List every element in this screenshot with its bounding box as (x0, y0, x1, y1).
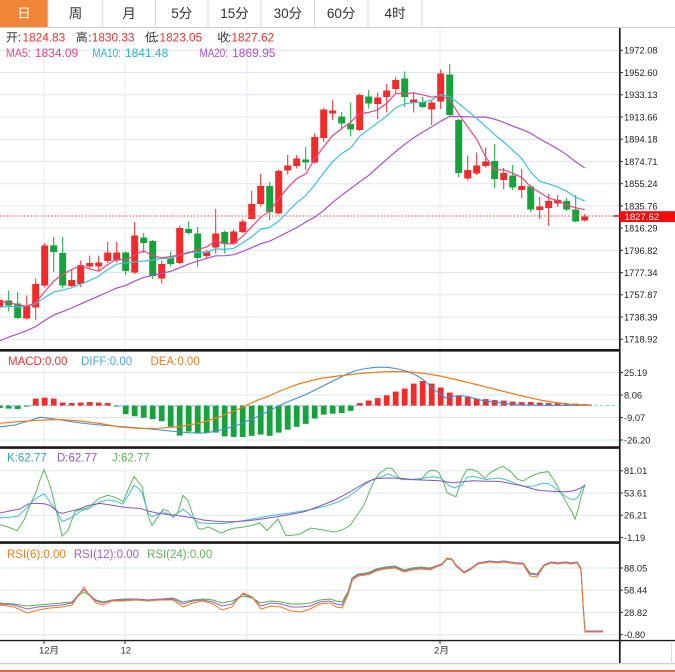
svg-text:28.82: 28.82 (624, 608, 647, 618)
svg-text:1816.29: 1816.29 (624, 224, 658, 234)
svg-text:15: 15 (220, 6, 235, 21)
svg-text:12: 12 (121, 646, 132, 657)
svg-text:1835.76: 1835.76 (624, 201, 658, 211)
svg-text:1874.71: 1874.71 (624, 157, 658, 167)
svg-text:26.21: 26.21 (624, 511, 647, 521)
svg-text:-26.20: -26.20 (624, 435, 650, 445)
svg-text::1824.83:1830.33:1823.05:1827.: :1824.83:1830.33:1823.05:1827.62 (18, 31, 275, 45)
svg-text:-0.80: -0.80 (624, 630, 645, 640)
svg-text:30: 30 (274, 6, 289, 21)
svg-text:-1.19: -1.19 (624, 533, 645, 543)
svg-text:8.06: 8.06 (624, 390, 642, 400)
svg-text:4: 4 (385, 6, 393, 21)
svg-text:1718.92: 1718.92 (624, 335, 658, 345)
svg-text:1952.60: 1952.60 (624, 68, 658, 78)
svg-text:2: 2 (434, 646, 439, 657)
svg-text:1913.66: 1913.66 (624, 112, 658, 122)
svg-text:1738.39: 1738.39 (624, 313, 658, 323)
svg-text:53.61: 53.61 (624, 488, 647, 498)
svg-text:1855.24: 1855.24 (624, 179, 658, 189)
svg-text:1933.13: 1933.13 (624, 90, 658, 100)
svg-text:60: 60 (327, 6, 342, 21)
svg-text:1777.34: 1777.34 (624, 268, 658, 278)
svg-text:1972.08: 1972.08 (624, 46, 658, 56)
svg-text:81.01: 81.01 (624, 466, 647, 476)
svg-text:1796.82: 1796.82 (624, 246, 658, 256)
svg-text:-9.07: -9.07 (624, 413, 645, 423)
svg-text:5: 5 (171, 6, 179, 21)
svg-text:1894.18: 1894.18 (624, 135, 658, 145)
svg-text:12: 12 (39, 646, 50, 657)
svg-text:58.44: 58.44 (624, 586, 647, 596)
svg-text:K:62.77D:62.77J:62.77: K:62.77 D:62.77 J:62.77 (7, 453, 150, 465)
svg-text:25.19: 25.19 (624, 368, 647, 378)
svg-text:1827.62: 1827.62 (625, 212, 660, 223)
svg-text:1757.87: 1757.87 (624, 290, 658, 300)
svg-text:88.05: 88.05 (624, 563, 647, 573)
